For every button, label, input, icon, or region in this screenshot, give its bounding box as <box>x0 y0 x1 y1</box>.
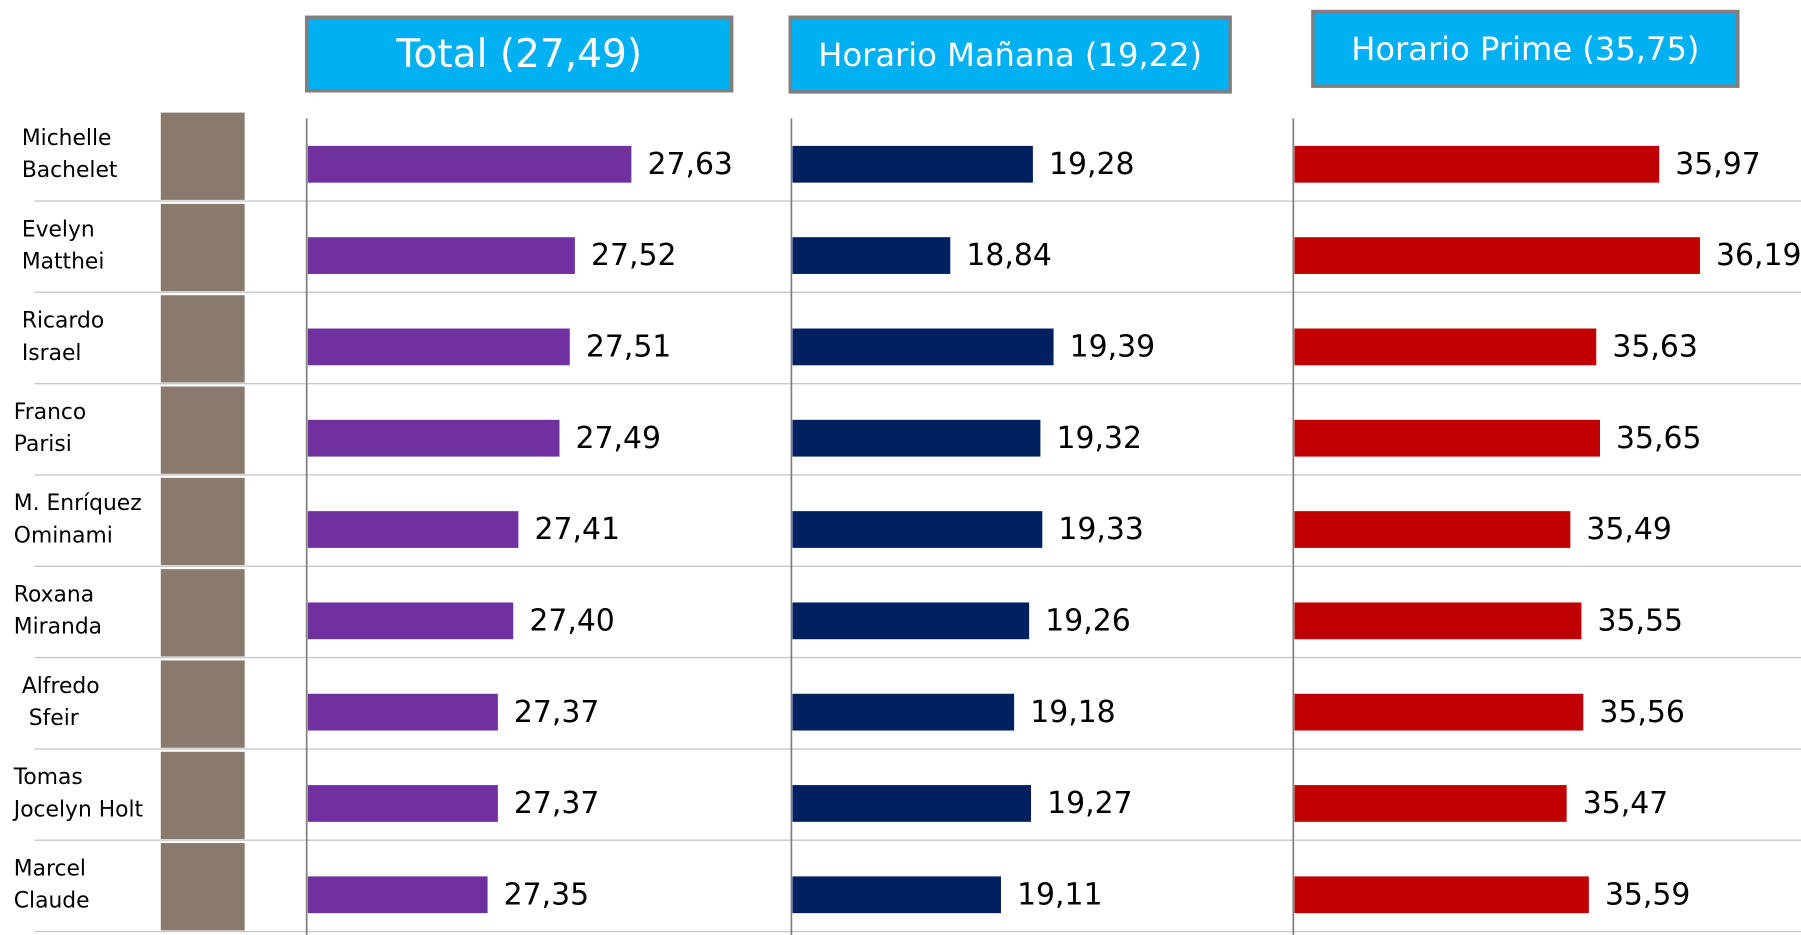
bar <box>308 602 513 639</box>
value-label: 27,49 <box>576 421 661 456</box>
bar <box>793 785 1032 822</box>
value-label: 35,97 <box>1675 147 1760 182</box>
bar <box>308 785 498 822</box>
value-label: 19,33 <box>1058 512 1143 547</box>
bar <box>308 329 570 366</box>
bar <box>793 876 1001 913</box>
value-label: 35,49 <box>1586 512 1671 547</box>
bar <box>793 146 1033 183</box>
value-label: 27,37 <box>514 695 599 730</box>
candidate-photo <box>161 660 245 747</box>
candidate-photo <box>161 752 245 839</box>
bar <box>308 237 575 274</box>
candidate-photo <box>161 204 245 291</box>
value-label: 19,11 <box>1017 877 1102 912</box>
bar <box>793 329 1054 366</box>
bar <box>793 694 1015 731</box>
bar <box>308 511 519 548</box>
panel-title: Total (27,49) <box>395 32 642 77</box>
panel-title: Horario Mañana (19,22) <box>818 36 1202 74</box>
value-label: 27,41 <box>534 512 619 547</box>
value-label: 35,56 <box>1599 695 1684 730</box>
value-label: 36,19 <box>1716 238 1801 273</box>
bar <box>1294 511 1570 548</box>
bar <box>1294 694 1583 731</box>
value-label: 18,84 <box>966 238 1051 273</box>
bar <box>308 694 498 731</box>
value-label: 35,55 <box>1598 603 1683 638</box>
candidate-photo <box>161 387 245 474</box>
candidate-name: Alfredo Sfeir <box>22 674 100 731</box>
bar <box>308 420 560 457</box>
value-label: 27,37 <box>514 786 599 821</box>
bar <box>1294 146 1659 183</box>
value-label: 19,28 <box>1049 147 1134 182</box>
value-label: 35,65 <box>1616 421 1701 456</box>
bar <box>793 602 1030 639</box>
value-label: 27,52 <box>591 238 676 273</box>
candidate-photo <box>161 113 245 200</box>
value-label: 27,35 <box>504 877 589 912</box>
value-label: 19,32 <box>1057 421 1142 456</box>
page: MichelleBachelet EvelynMatthei RicardoIsra… <box>0 0 1801 935</box>
bar <box>1294 420 1600 457</box>
candidate-photo <box>161 295 245 382</box>
bar <box>793 237 951 274</box>
bar <box>1294 876 1588 913</box>
bar <box>1294 237 1699 274</box>
candidate-photo <box>161 478 245 565</box>
bar <box>1294 785 1566 822</box>
bar <box>308 146 632 183</box>
chart: MichelleBachelet EvelynMatthei RicardoIsra… <box>0 0 1801 935</box>
value-label: 27,63 <box>647 147 732 182</box>
value-label: 19,39 <box>1070 330 1155 365</box>
candidate-photo <box>161 569 245 656</box>
bar <box>1294 329 1596 366</box>
bar <box>793 511 1043 548</box>
value-label: 19,26 <box>1045 603 1130 638</box>
panel-title: Horario Prime (35,75) <box>1351 30 1699 68</box>
candidate-photo <box>161 843 245 930</box>
value-label: 19,18 <box>1030 695 1115 730</box>
value-label: 27,40 <box>529 603 614 638</box>
value-label: 27,51 <box>586 330 671 365</box>
bar <box>793 420 1041 457</box>
value-label: 19,27 <box>1047 786 1132 821</box>
value-label: 35,59 <box>1605 877 1690 912</box>
bar <box>308 876 488 913</box>
value-label: 35,63 <box>1612 330 1697 365</box>
value-label: 35,47 <box>1583 786 1668 821</box>
bar <box>1294 602 1581 639</box>
